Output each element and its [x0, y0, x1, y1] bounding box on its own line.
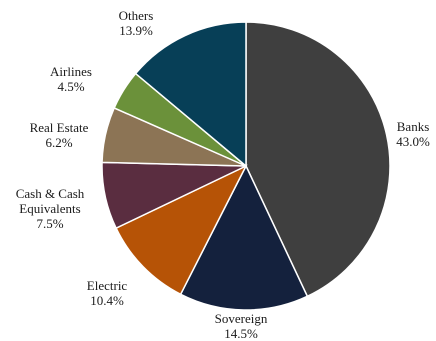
pie-category-label: Cash & Cash — [16, 186, 85, 201]
pie-label-others: Others 13.9% — [119, 8, 154, 38]
pie-slice-sovereign — [179, 164, 309, 311]
pie-slices — [101, 21, 391, 311]
pie-label-sovereign: Sovereign 14.5% — [215, 311, 268, 341]
pie-label-electric: Electric 10.4% — [87, 278, 128, 308]
pie-value-label: 6.2% — [45, 135, 72, 150]
pie-value-label: 4.5% — [57, 79, 84, 94]
pie-labels: Banks 43.0% Sovereign 14.5% Electric 10.4% Cas… — [16, 8, 430, 341]
pie-slice-banks — [245, 21, 391, 298]
pie-category-label: Banks — [397, 119, 430, 134]
pie-label-cash-equivalents: Cash & Cash Equivalents 7.5% — [16, 186, 85, 231]
pie-slice-others — [134, 21, 247, 168]
pie-category-label: Others — [119, 8, 154, 23]
pie-label-airlines: Airlines 4.5% — [50, 64, 92, 94]
pie-category-label: Equivalents — [19, 201, 80, 216]
pie-value-label: 7.5% — [36, 216, 63, 231]
pie-label-banks: Banks 43.0% — [396, 119, 430, 149]
pie-category-label: Airlines — [50, 64, 92, 79]
pie-value-label: 13.9% — [119, 23, 153, 38]
pie-category-label: Sovereign — [215, 311, 268, 326]
pie-category-label: Real Estate — [30, 120, 89, 135]
pie-value-label: 14.5% — [224, 326, 258, 341]
pie-slice-electric — [115, 164, 248, 296]
pie-value-label: 43.0% — [396, 134, 430, 149]
pie-label-real-estate: Real Estate 6.2% — [30, 120, 89, 150]
pie-category-label: Electric — [87, 278, 128, 293]
pie-value-label: 10.4% — [90, 293, 124, 308]
